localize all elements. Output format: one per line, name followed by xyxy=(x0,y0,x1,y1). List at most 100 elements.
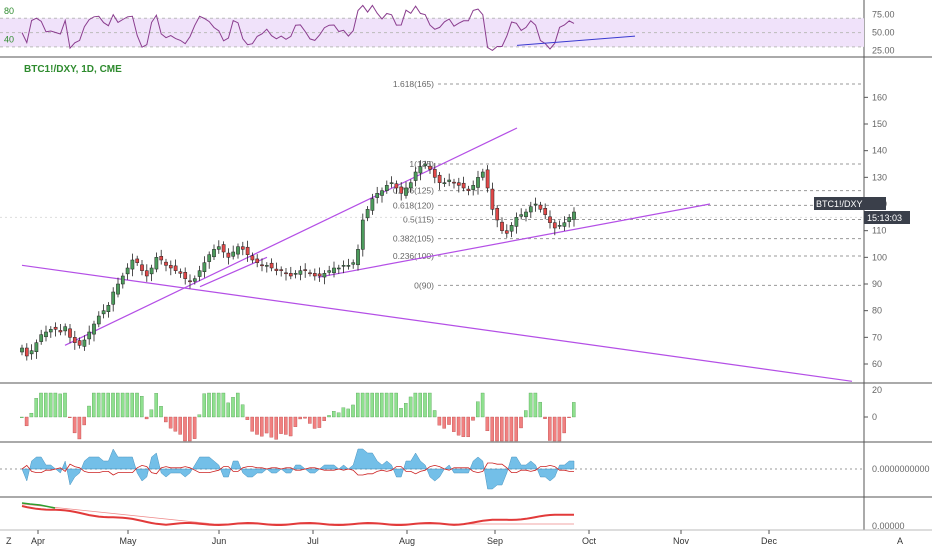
candle-body xyxy=(216,246,221,250)
candle-body xyxy=(356,249,360,266)
candle-body xyxy=(164,261,168,266)
candle-body xyxy=(197,270,202,277)
candle-body xyxy=(39,334,44,342)
candle-body xyxy=(432,169,437,178)
hist-bar xyxy=(255,416,259,435)
hist-bar xyxy=(303,416,307,419)
candle-body xyxy=(447,179,452,182)
fib-level-label: 0.382(105) xyxy=(393,234,434,244)
hist-bar xyxy=(231,397,235,418)
hist-bar xyxy=(461,416,466,437)
candle-body xyxy=(548,216,552,223)
candle-body xyxy=(188,280,192,283)
hist-bar xyxy=(197,414,202,418)
hist-bar xyxy=(543,416,547,419)
rsi-right-tick: 50.00 xyxy=(872,28,895,38)
hist-bar xyxy=(504,416,509,442)
hist-bar xyxy=(68,416,72,418)
hist-bar xyxy=(72,416,77,434)
hist-bar xyxy=(389,392,394,418)
hist-bar xyxy=(476,401,480,418)
candle-body xyxy=(567,217,572,222)
countdown-tag xyxy=(864,211,910,224)
hist-bar xyxy=(327,415,331,418)
hist-bar xyxy=(106,392,110,418)
hist-bar xyxy=(116,392,120,418)
candle-body xyxy=(572,211,576,220)
fib-level-label: 1(135) xyxy=(409,159,434,169)
candle-body xyxy=(144,270,149,277)
hist-bar xyxy=(447,416,451,425)
hist-bar xyxy=(524,410,528,418)
candle-body xyxy=(303,269,308,271)
candle-body xyxy=(154,257,159,270)
hist-bar xyxy=(490,416,494,442)
hist-bar xyxy=(399,408,403,418)
auto-scale-button[interactable] xyxy=(893,534,907,548)
hist-bar xyxy=(173,416,178,432)
hist-bar xyxy=(284,416,288,435)
hist-bar xyxy=(533,392,538,418)
main-price-pane: 607080901001101201301401501601.618(165)1… xyxy=(0,79,887,382)
chart-title: BTC1!/DXY, 1D, CME xyxy=(24,64,122,75)
hist-bar xyxy=(29,412,34,418)
candle-body xyxy=(336,267,341,270)
hist-bar xyxy=(466,416,470,438)
hist-tick-label: 0 xyxy=(872,412,877,422)
hist-bar xyxy=(308,416,312,424)
hist-bar xyxy=(408,396,413,418)
hist-bar xyxy=(428,392,432,418)
descending-trendline xyxy=(21,264,853,382)
hist-bar xyxy=(509,416,514,442)
candle-body xyxy=(538,204,543,210)
price-tick-label: 60 xyxy=(872,359,882,369)
hist-bar xyxy=(519,416,523,429)
hist-bar xyxy=(178,416,182,435)
fib-level-label: 0(90) xyxy=(414,280,434,290)
candle-body xyxy=(149,267,154,275)
hist-bar xyxy=(375,392,379,418)
hist-bar xyxy=(341,407,346,418)
candle-body xyxy=(495,208,500,221)
hist-bar xyxy=(514,416,518,442)
hist-bar xyxy=(538,401,542,418)
price-tick-label: 160 xyxy=(872,92,887,102)
candle-body xyxy=(557,225,562,227)
area-oscillator-pane: 0.0000000000 xyxy=(0,448,930,490)
candle-body xyxy=(418,166,423,174)
candle-body xyxy=(260,264,264,267)
hist-bar xyxy=(164,416,168,423)
candle-body xyxy=(120,275,125,285)
candle-body xyxy=(274,268,279,271)
candle-body xyxy=(543,208,548,215)
candle-body xyxy=(279,269,284,271)
hist-bar xyxy=(87,405,91,418)
hist-bar xyxy=(53,392,58,418)
fib-level-label: 0.618(120) xyxy=(393,200,434,210)
fib-level-label: 1.618(165) xyxy=(393,79,434,89)
hist-bar xyxy=(24,416,29,427)
hist-bar xyxy=(432,410,437,418)
left-scale-button[interactable] xyxy=(2,534,16,548)
candle-body xyxy=(87,331,92,340)
candle-body xyxy=(471,185,476,190)
left-scale-button-label: Z xyxy=(6,536,12,546)
hist-bar xyxy=(471,416,475,421)
line-tick-label: 0.00000 xyxy=(872,521,905,531)
candle-body xyxy=(168,265,173,269)
hist-bar xyxy=(144,416,149,420)
hist-bar xyxy=(346,408,350,418)
candle-body xyxy=(29,350,34,355)
candle-body xyxy=(140,264,144,271)
hist-bar xyxy=(437,416,442,426)
hist-bar xyxy=(48,392,53,418)
candle-body xyxy=(101,310,106,315)
pane-frame xyxy=(0,0,932,531)
hist-bar xyxy=(135,392,139,418)
candle-body xyxy=(34,342,39,352)
candle-body xyxy=(159,256,164,261)
candle-body xyxy=(183,272,188,279)
area-tick-label: 0.0000000000 xyxy=(872,464,930,474)
rising-channel-line xyxy=(64,127,518,346)
